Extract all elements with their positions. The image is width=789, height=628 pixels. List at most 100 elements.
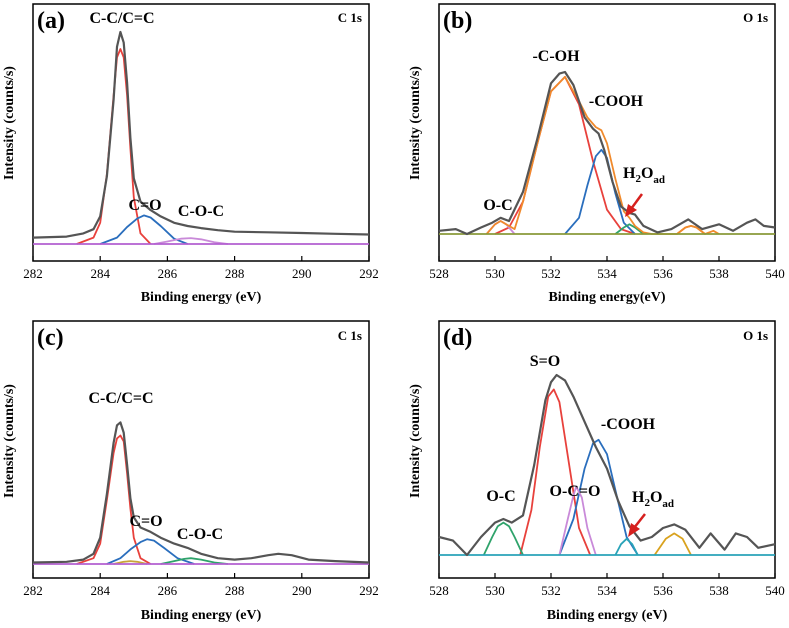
panel-d-ticks: 528 530 532 534 536 538 540 bbox=[429, 573, 785, 598]
panel-c-frame bbox=[32, 320, 370, 579]
panel-d-annot-so: S=O bbox=[530, 353, 560, 370]
panel-b-ticks: 528 530 532 534 536 538 540 bbox=[429, 256, 785, 281]
panel-b-plot bbox=[438, 70, 776, 236]
panel-c-series-c-o-c bbox=[160, 557, 228, 565]
panel-a-annot-cc: C-C/C=C bbox=[89, 10, 154, 27]
panel-b-frame bbox=[438, 3, 776, 262]
h2oad-d-sub-2: 2 bbox=[644, 497, 650, 509]
panel-c-series-raw bbox=[32, 421, 370, 564]
panel-d-series--cooh bbox=[558, 438, 639, 556]
panel-c-series-c-o bbox=[106, 538, 195, 565]
panel-c-xlabel: Binding energy (eV) bbox=[141, 608, 262, 623]
panel-b-label: (b) bbox=[443, 8, 472, 34]
panel-d-label: (d) bbox=[443, 325, 472, 351]
panel-d-annot-h2oad: H2Oad bbox=[632, 489, 674, 510]
panel-a-series-c-o-c bbox=[153, 237, 229, 245]
panel-a-label: (a) bbox=[37, 8, 65, 34]
panel-b-arrow bbox=[625, 193, 644, 217]
panel-b-tick-label: 530 bbox=[485, 266, 505, 281]
panel-b-tick-label: 536 bbox=[653, 266, 673, 281]
panel-b-annot-h2oad: H2Oad bbox=[623, 165, 665, 186]
h2oad-sub-ad: ad bbox=[653, 174, 665, 186]
panel-b-annot-cooh: -COOH bbox=[589, 93, 644, 110]
h2oad-d-o: O bbox=[650, 489, 662, 506]
panel-a-annot-coc: C-O-C bbox=[178, 203, 224, 220]
panel-b-series-envelope bbox=[485, 76, 720, 235]
panel-a-series-c-c-c-c bbox=[76, 48, 152, 245]
panel-c: 282 284 286 288 290 292 (c) C 1s Binding ener… bbox=[2, 320, 379, 623]
panel-d-ylabel: Intensity (counts/s) bbox=[408, 384, 423, 498]
panel-b-tick-label: 532 bbox=[541, 266, 561, 281]
panel-b-spectrum: O 1s bbox=[743, 10, 768, 25]
h2oad-h: H bbox=[623, 165, 636, 182]
panel-d-frame bbox=[438, 320, 776, 579]
panel-a-tick-label: 290 bbox=[292, 266, 312, 281]
h2oad-d-h: H bbox=[632, 489, 645, 506]
panel-c-plot bbox=[32, 421, 370, 565]
panel-a-annot-co: C=O bbox=[128, 197, 161, 214]
panel-c-ylabel: Intensity (counts/s) bbox=[2, 384, 17, 498]
panel-d-annot-oco: O-C=O bbox=[550, 483, 601, 500]
h2oad-sub-2: 2 bbox=[635, 173, 641, 185]
panel-c-label: (c) bbox=[37, 325, 64, 351]
panel-d-tick-label: 528 bbox=[429, 583, 449, 598]
panel-d-tick-label: 538 bbox=[709, 583, 729, 598]
panel-a-ticks: 282 284 286 288 290 292 bbox=[23, 256, 379, 281]
panel-d-annot-cooh: -COOH bbox=[601, 416, 656, 433]
panel-a-tick-label: 284 bbox=[90, 266, 110, 281]
panel-a-ylabel: Intensity (counts/s) bbox=[2, 66, 17, 180]
panel-c-series-small bbox=[113, 560, 148, 565]
panel-b-series-h2oad bbox=[614, 223, 644, 235]
panel-c-tick-label: 290 bbox=[292, 583, 312, 598]
panel-a-tick-label: 282 bbox=[23, 266, 43, 281]
panel-d-series-o-c bbox=[482, 521, 524, 556]
panel-b-series-raw bbox=[438, 70, 776, 236]
panel-a-spectrum: C 1s bbox=[338, 10, 362, 25]
panel-b: 528 530 532 534 536 538 540 (b) O 1s Binding e… bbox=[408, 3, 785, 305]
panel-c-series-c-c-c-c bbox=[76, 434, 152, 565]
panel-d-tick-label: 540 bbox=[765, 583, 785, 598]
panel-c-tick-label: 284 bbox=[90, 583, 110, 598]
panel-b-tick-label: 538 bbox=[709, 266, 729, 281]
panel-b-xlabel: Binding energy(eV) bbox=[548, 290, 665, 305]
panel-a-frame bbox=[32, 3, 370, 262]
panel-b-tick-label: 540 bbox=[765, 266, 785, 281]
panel-d-plot bbox=[438, 373, 776, 557]
panel-b-series--cooh bbox=[564, 148, 636, 235]
panel-a-plot bbox=[32, 30, 370, 245]
panel-a-xlabel: Binding energy (eV) bbox=[141, 290, 262, 305]
panel-a-tick-label: 292 bbox=[359, 266, 379, 281]
panel-c-tick-label: 292 bbox=[359, 583, 379, 598]
panel-d: 528 530 532 534 536 538 540 (d) O 1s Binding e… bbox=[408, 320, 785, 623]
panel-a-tick-label: 288 bbox=[225, 266, 245, 281]
panel-a-series-raw bbox=[32, 30, 370, 239]
panel-b-ylabel: Intensity (counts/s) bbox=[408, 66, 423, 180]
panel-b-annot-oc: O-C bbox=[483, 197, 512, 214]
panel-c-ticks: 282 284 286 288 290 292 bbox=[23, 573, 379, 598]
panel-a-series-c-o bbox=[99, 214, 188, 245]
panel-a-tick-label: 286 bbox=[158, 266, 178, 281]
panel-c-tick-label: 286 bbox=[158, 583, 178, 598]
panel-c-tick-label: 282 bbox=[23, 583, 43, 598]
panel-d-series-o-c-o bbox=[558, 485, 597, 556]
panel-d-series-s-o bbox=[519, 388, 592, 556]
panel-c-tick-label: 288 bbox=[225, 583, 245, 598]
panel-d-series-h2oad bbox=[614, 537, 639, 556]
panel-d-series-extra bbox=[653, 532, 692, 556]
panel-d-tick-label: 530 bbox=[485, 583, 505, 598]
panel-d-spectrum: O 1s bbox=[743, 328, 768, 343]
panel-b-tick-label: 528 bbox=[429, 266, 449, 281]
h2oad-o: O bbox=[641, 165, 653, 182]
panel-d-tick-label: 534 bbox=[597, 583, 617, 598]
panel-a: 282 284 286 288 290 292 (a) C 1s Binding ener… bbox=[2, 3, 379, 305]
panel-c-spectrum: C 1s bbox=[338, 328, 362, 343]
panel-c-annot-coc: C-O-C bbox=[177, 526, 223, 543]
panel-d-tick-label: 536 bbox=[653, 583, 673, 598]
panel-c-annot-cc: C-C/C=C bbox=[88, 390, 153, 407]
panel-c-annot-co: C=O bbox=[129, 513, 162, 530]
panel-d-arrow bbox=[628, 513, 646, 537]
panel-d-series-raw bbox=[438, 373, 776, 557]
panel-d-tick-label: 532 bbox=[541, 583, 561, 598]
panel-d-annot-oc: O-C bbox=[486, 488, 515, 505]
